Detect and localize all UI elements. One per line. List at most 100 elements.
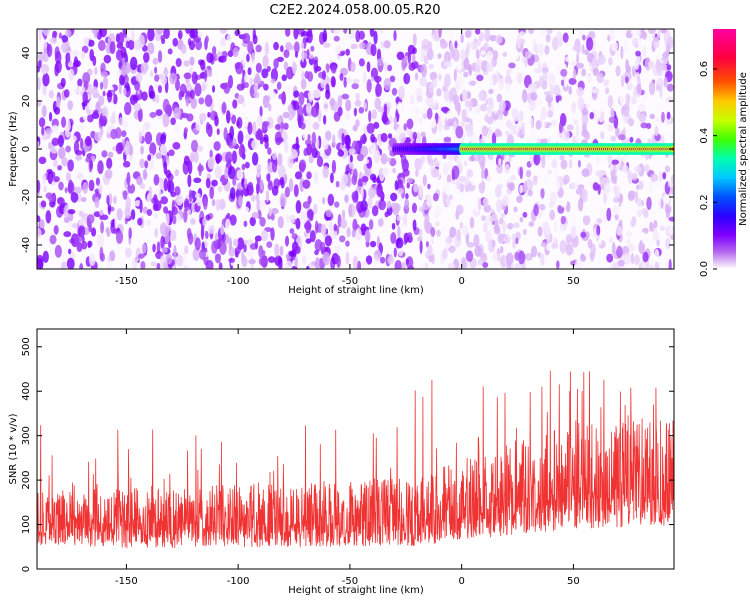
spectrogram-cell [662, 171, 667, 180]
spectrogram-cell [483, 221, 488, 233]
spectrogram-cell [148, 85, 154, 99]
spectrogram-cell [82, 115, 88, 121]
spectrogram-cell [78, 225, 86, 238]
spectrogram-cell [398, 86, 405, 100]
spectrogram-cell [82, 181, 89, 194]
spectrogram-cell [655, 84, 661, 92]
snr-y-tick-label: 300 [21, 426, 32, 445]
spectrogram-cell [37, 140, 40, 149]
spectrogram-cell [633, 76, 638, 88]
spectrogram-cell [272, 152, 277, 161]
spectrogram-cell [205, 214, 211, 221]
spectrogram-cell [588, 31, 596, 40]
spectrogram-cell [77, 78, 83, 87]
spectrogram-cell [194, 192, 201, 199]
spectrogram-cell [325, 76, 332, 84]
spectrogram-cell [412, 53, 416, 63]
spectrogram-cell [234, 62, 241, 70]
spectrogram-cell [189, 89, 195, 100]
spectrogram-cell [598, 54, 606, 65]
spectrogram-cell [528, 221, 535, 227]
spectrogram-cell [482, 197, 489, 207]
spectrogram-cell [202, 217, 207, 226]
spectrogram-cell [456, 181, 461, 190]
spectrogram-cell [209, 149, 213, 159]
spectrogram-cell [477, 197, 482, 211]
spectrogram-cell [456, 228, 462, 242]
spectrogram-cell [200, 59, 206, 71]
spectrogram-cell [629, 136, 634, 143]
spectrogram-cell [199, 112, 207, 122]
spectrogram-cell [654, 125, 659, 137]
spectrogram-cell [327, 193, 335, 206]
spectrogram-cell [405, 258, 410, 265]
spectrogram-cell [57, 134, 64, 148]
spectrogram-cell [37, 215, 41, 223]
spectrogram-cell [497, 233, 505, 245]
spectrogram-cell [499, 246, 504, 254]
spectrogram-cell [508, 62, 516, 69]
spectrogram-cell [175, 57, 182, 68]
spectrogram-cell [163, 161, 168, 175]
spectrogram-cell [654, 261, 660, 269]
spectrogram-cell [276, 116, 281, 125]
spectrogram-cell [247, 121, 253, 135]
spectrogram-cell [575, 188, 582, 195]
spectrogram-cell [258, 257, 267, 266]
spectrogram-cell [521, 89, 528, 103]
spectrogram-cell [185, 29, 191, 35]
spectrogram-cell [302, 179, 311, 189]
spectrogram-cell [666, 64, 672, 71]
spectrogram-cell [165, 253, 173, 265]
spectrogram-cell [149, 142, 157, 156]
spectrogram-cell [506, 119, 512, 128]
spectrogram-cell [469, 80, 477, 86]
snr-x-tick-label: -150 [115, 576, 138, 587]
spectrogram-cell [106, 157, 113, 170]
spectrogram-cell [355, 119, 360, 127]
spectrogram-cell [251, 212, 260, 219]
spectrogram-cell [511, 262, 515, 269]
spectrogram-cell [77, 124, 85, 131]
spectrogram-cell [147, 42, 155, 55]
spectrogram-cell [536, 43, 540, 52]
spectrogram-cell [545, 225, 551, 236]
spectrogram-cell [316, 155, 324, 168]
spectrogram-cell [241, 206, 250, 213]
spectrogram-cell [537, 226, 543, 237]
spectrogram-cell [589, 251, 595, 262]
spectrogram-cell [480, 50, 486, 56]
spectrogram-cell [468, 100, 473, 112]
spectrogram-cell [568, 86, 572, 95]
spectrogram-cell [346, 227, 351, 238]
spectrogram-cell [208, 224, 216, 235]
spectrogram-cell [309, 230, 316, 243]
spectrogram-cell [243, 239, 249, 245]
spectrogram-cell [461, 89, 468, 102]
spectrogram-cell [73, 56, 79, 68]
spectrogram-cell [277, 153, 283, 167]
spectrogram-cell [234, 29, 241, 37]
spectrogram-cell [376, 76, 380, 85]
spectrogram-cell [53, 225, 59, 235]
spectrogram-cell [469, 216, 475, 229]
spectrogram-cell [361, 260, 368, 268]
spectrogram-cell [525, 169, 532, 178]
spectrogram-cell [130, 209, 136, 220]
spectrogram-cell [464, 30, 472, 39]
spectrogram-cell [476, 74, 484, 82]
spectrogram-cell [157, 50, 163, 63]
spectrogram-cell [287, 155, 294, 169]
spectrogram-cell [37, 254, 44, 264]
spectrogram-cell [288, 206, 292, 212]
spectrogram-cell [324, 235, 332, 247]
spectrogram-cell [48, 194, 56, 203]
spectrogram-cell [168, 180, 175, 194]
spectrogram-cell [555, 170, 559, 180]
spectrogram-cell [214, 115, 219, 127]
spectrogram-cell [205, 177, 211, 189]
spectrogram-cell [414, 106, 420, 115]
spectrogram-cell [666, 96, 674, 103]
spectrogram-cell [276, 81, 282, 90]
spectrogram-cell [603, 193, 608, 204]
